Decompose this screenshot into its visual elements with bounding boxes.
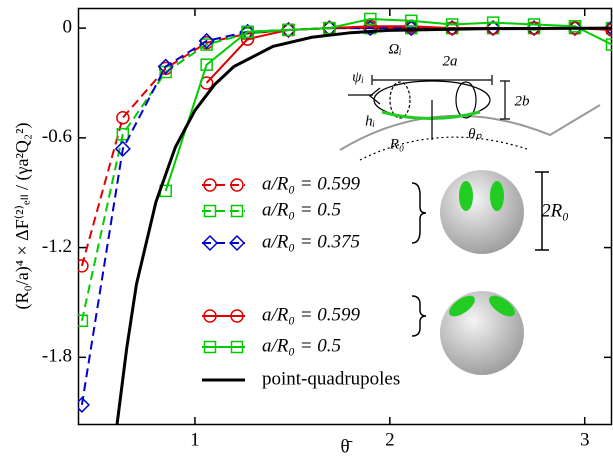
marker bbox=[405, 14, 418, 28]
legend-label: a/R₀ = 0.599 bbox=[262, 173, 361, 194]
marker bbox=[230, 340, 244, 354]
y-tick-label: -0.6 bbox=[42, 126, 72, 147]
marker bbox=[200, 58, 213, 71]
marker bbox=[525, 20, 543, 37]
x-tick-label: 2 bbox=[385, 429, 395, 450]
marker bbox=[240, 32, 255, 46]
marker bbox=[228, 234, 246, 252]
inset-diagram bbox=[339, 75, 601, 161]
annotation: 2a bbox=[443, 53, 458, 69]
plot-frame bbox=[77, 7, 613, 426]
marker bbox=[203, 178, 217, 192]
marker bbox=[605, 23, 612, 37]
marker bbox=[282, 23, 295, 37]
marker bbox=[485, 20, 502, 37]
sphere-illustration bbox=[411, 170, 549, 375]
marker bbox=[116, 127, 130, 141]
legend-label: a/R₀ = 0.599 bbox=[262, 304, 361, 325]
marker bbox=[78, 259, 89, 273]
series-line bbox=[115, 26, 612, 425]
annotation: Ωᵢ bbox=[388, 41, 401, 57]
x-tick-label: 1 bbox=[190, 429, 200, 450]
marker bbox=[230, 204, 244, 218]
legend-label: a/R₀ = 0.5 bbox=[262, 335, 341, 356]
legend-entry: a/R₀ = 0.599 bbox=[202, 173, 361, 194]
series-line bbox=[205, 25, 612, 84]
marker bbox=[203, 309, 217, 323]
marker bbox=[364, 12, 377, 26]
data-layer bbox=[78, 12, 612, 425]
marker bbox=[203, 204, 217, 218]
legend-entry: a/R₀ = 0.599 bbox=[202, 304, 361, 325]
annotation: 2b bbox=[515, 93, 531, 109]
marker bbox=[114, 140, 131, 157]
legend-entry: a/R₀ = 0.375 bbox=[201, 231, 360, 252]
marker bbox=[78, 314, 89, 327]
marker bbox=[201, 234, 219, 252]
marker bbox=[198, 32, 215, 49]
marker bbox=[78, 396, 90, 413]
y-tick-label: 0 bbox=[63, 16, 73, 37]
legend-label: a/R₀ = 0.375 bbox=[262, 231, 360, 252]
marker bbox=[230, 178, 244, 192]
marker bbox=[157, 58, 174, 75]
legend-label: point-quadrupoles bbox=[262, 368, 400, 389]
marker bbox=[568, 20, 582, 33]
marker bbox=[230, 309, 244, 323]
legend-label: a/R₀ = 0.5 bbox=[262, 199, 341, 220]
y-tick-label: -1.2 bbox=[42, 236, 72, 257]
series-line bbox=[164, 17, 612, 192]
marker bbox=[241, 25, 254, 39]
annotation: R₀ bbox=[389, 136, 404, 152]
legend-entry: a/R₀ = 0.5 bbox=[202, 335, 341, 356]
x-tick-label: 3 bbox=[580, 429, 590, 450]
legend-entry: point-quadrupoles bbox=[202, 368, 400, 389]
series-line bbox=[80, 27, 612, 406]
x-axis-label: θ̄ bbox=[340, 436, 352, 457]
marker bbox=[280, 21, 297, 39]
annotation: θₚ bbox=[468, 126, 482, 142]
marker bbox=[444, 20, 461, 37]
marker bbox=[605, 38, 612, 51]
legend-entry: a/R₀ = 0.5 bbox=[202, 199, 341, 220]
annotation: hᵢ bbox=[365, 113, 375, 129]
annotation: 2R₀ bbox=[541, 200, 569, 221]
annotation: ψᵢ bbox=[352, 69, 364, 85]
y-tick-label: -1.8 bbox=[42, 346, 72, 367]
marker bbox=[323, 21, 336, 35]
y-axis-label: (R₀/a)⁴ × ΔF⁽²⁾ₑₗₗ / (γa²Q₂²) bbox=[12, 122, 33, 309]
marker bbox=[116, 110, 130, 125]
marker bbox=[203, 340, 217, 354]
